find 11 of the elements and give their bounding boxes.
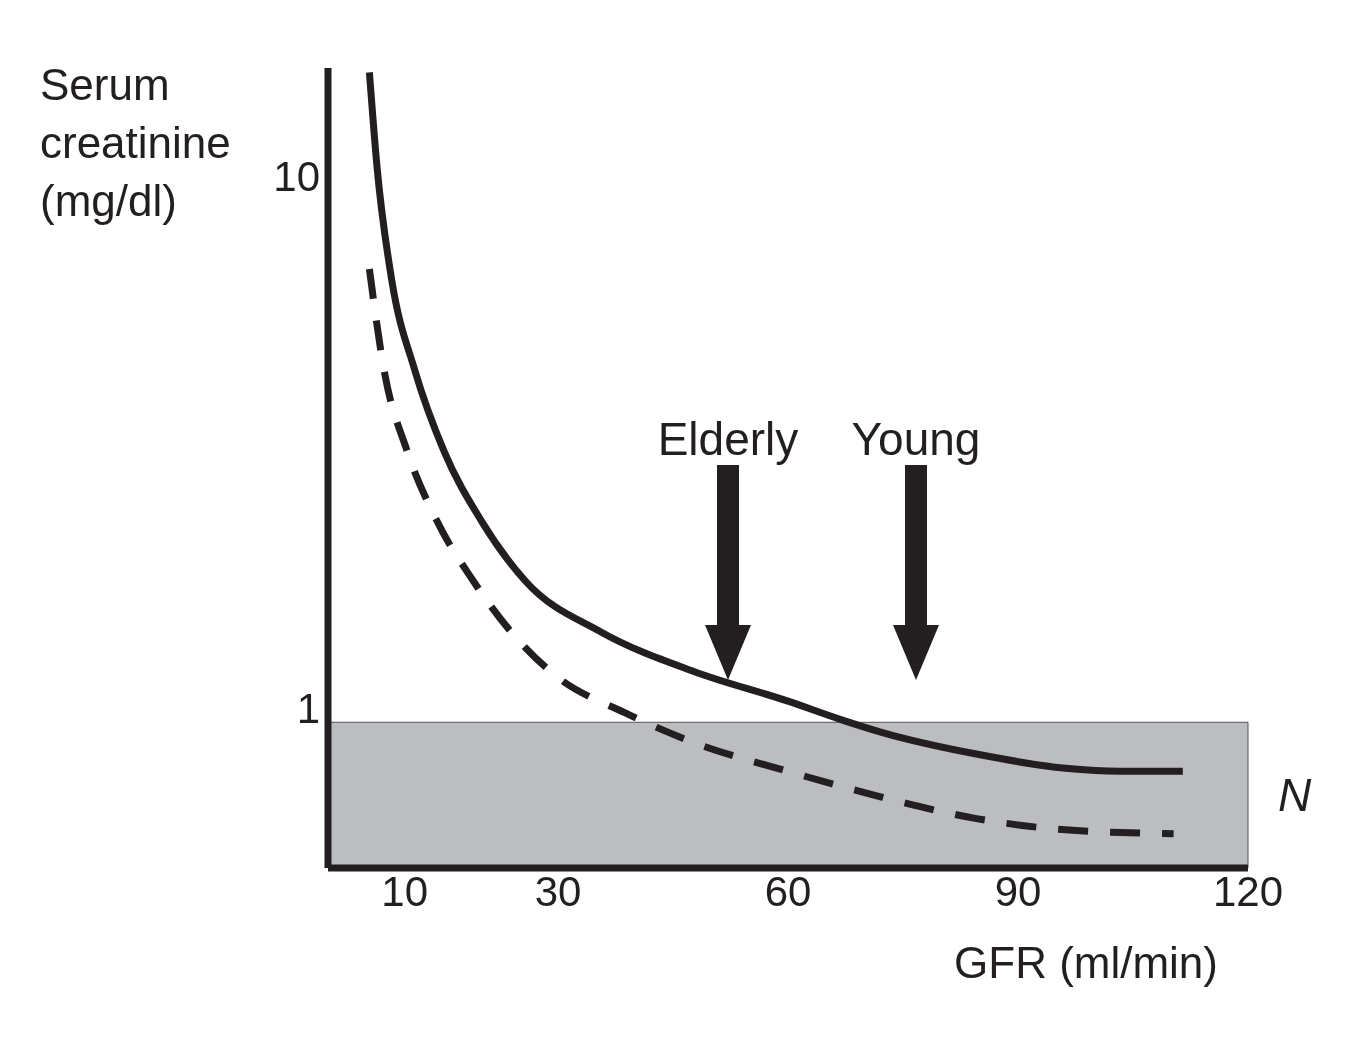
y-tick-label: 1 <box>296 684 320 732</box>
x-axis-title: GFR (ml/min) <box>954 938 1218 987</box>
x-tick-label: 60 <box>764 867 812 915</box>
x-tick-label: 120 <box>1212 867 1284 915</box>
y-axis-title: Serum creatinine (mg/dl) <box>40 60 231 225</box>
x-tick-label: 90 <box>994 867 1042 915</box>
x-tick-label: 30 <box>534 867 582 915</box>
annotation: Young <box>851 413 981 465</box>
x-tick-label: 10 <box>381 867 429 915</box>
band-label: N <box>1278 769 1312 822</box>
annotation: Elderly <box>657 413 799 465</box>
